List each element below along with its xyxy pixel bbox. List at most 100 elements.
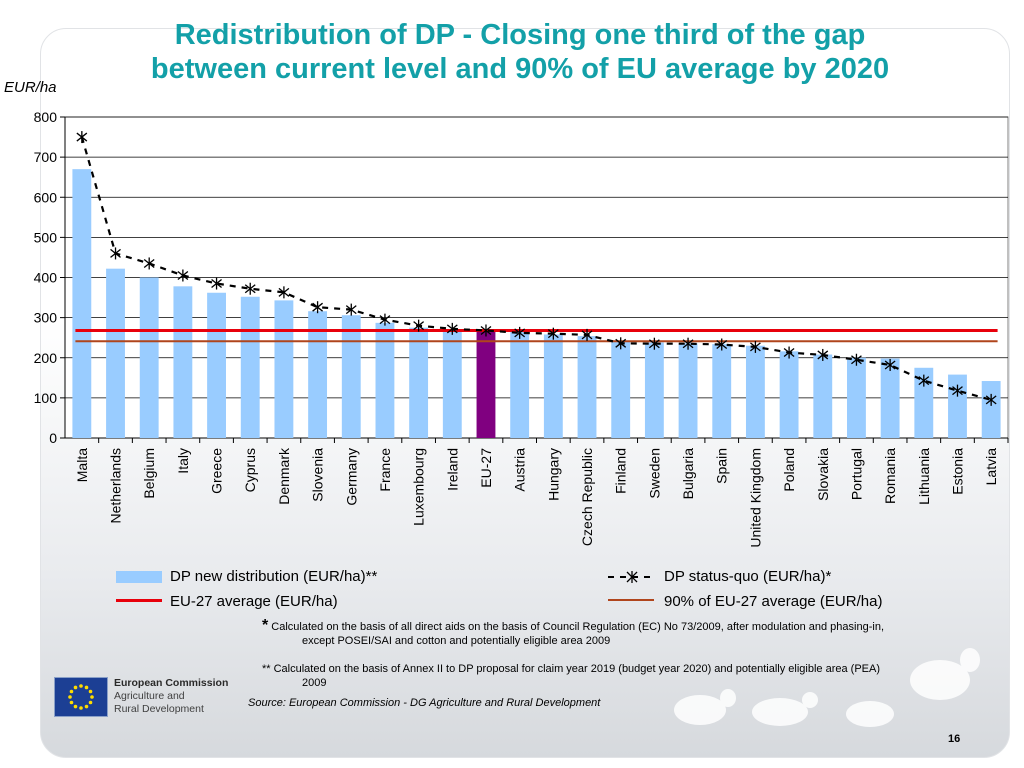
- bar-poland: [779, 351, 799, 438]
- x-tick-label: Sweden: [646, 448, 662, 499]
- bar-eu-27: [476, 330, 496, 438]
- status-quo-marker-netherlands: [110, 247, 121, 260]
- bar-luxembourg: [409, 327, 429, 438]
- y-tick-label: 800: [34, 109, 58, 125]
- status-quo-marker-hungary: [547, 327, 559, 340]
- status-quo-marker-slovenia: [312, 301, 323, 314]
- legend-label-bar: DP new distribution (EUR/ha)**: [170, 568, 378, 585]
- bar-sweden: [644, 342, 664, 438]
- footnote-2: ** Calculated on the basis of Annex II t…: [262, 662, 992, 690]
- x-tick-label: Finland: [613, 448, 629, 494]
- status-quo-marker-luxembourg: [413, 319, 425, 332]
- bar-ireland: [442, 329, 462, 438]
- logo-dept-line-1: Agriculture and: [114, 690, 185, 702]
- y-tick-label: 0: [49, 430, 57, 446]
- bar-estonia: [948, 374, 967, 438]
- status-quo-marker-cyprus: [244, 282, 256, 295]
- x-tick-label: Lithuania: [916, 448, 932, 505]
- bar-lithuania: [914, 367, 934, 438]
- bar-latvia: [981, 381, 1001, 438]
- bar-romania: [880, 358, 900, 438]
- x-tick-label: Austria: [512, 448, 528, 492]
- footnote-1-line-1: Calculated on the basis of all direct ai…: [271, 621, 884, 633]
- title-line-2: between current level and 90% of EU aver…: [150, 53, 890, 85]
- x-tick-label: Romania: [882, 448, 898, 504]
- footnotes: * Calculated on the basis of all direct …: [262, 617, 992, 690]
- status-quo-marker-germany: [345, 303, 357, 316]
- page-title: Redistribution of DP - Closing one third…: [60, 18, 980, 86]
- bar-austria: [510, 331, 530, 438]
- status-quo-marker-austria: [514, 326, 526, 339]
- status-quo-marker-italy: [177, 269, 189, 282]
- x-tick-label: Italy: [175, 448, 191, 474]
- bar-denmark: [274, 300, 294, 438]
- bar-hungary: [543, 334, 563, 438]
- eu-flag-icon: [54, 677, 108, 717]
- logo-dept-line-2: Rural Development: [114, 703, 204, 715]
- bar-belgium: [139, 277, 159, 438]
- footnote-2-line-1: ** Calculated on the basis of Annex II t…: [262, 663, 880, 675]
- x-tick-label: Luxembourg: [411, 448, 427, 526]
- bar-bulgaria: [678, 343, 698, 438]
- bar-cyprus: [240, 296, 260, 438]
- status-quo-marker-latvia: [985, 393, 997, 406]
- x-tick-label: Portugal: [848, 448, 864, 500]
- status-quo-line: [80, 136, 992, 401]
- bar-slovenia: [308, 311, 328, 438]
- status-quo-marker-czech-republic: [581, 328, 593, 341]
- y-tick-label: 400: [34, 270, 58, 286]
- footnote-star: *: [262, 617, 269, 634]
- status-quo-marker-france: [379, 313, 391, 326]
- bar-czech-republic: [577, 336, 597, 438]
- x-tick-label: Poland: [781, 448, 797, 492]
- title-line-1: Redistribution of DP - Closing one third…: [174, 19, 866, 51]
- x-tick-label: Malta: [74, 448, 90, 482]
- legend-swatch-eu-90: [608, 599, 654, 601]
- y-tick-label: 500: [34, 229, 58, 245]
- bar-netherlands: [106, 268, 125, 438]
- x-tick-label: Bulgaria: [680, 448, 696, 500]
- x-tick-label: Cyprus: [242, 448, 258, 492]
- x-tick-label: Germany: [343, 448, 359, 506]
- x-tick-label: Hungary: [545, 448, 561, 501]
- bar-finland: [611, 341, 631, 438]
- bar-chart: 0 100 200 300 400 500 600 700 800 Malta Netherland…: [34, 109, 1009, 548]
- bar-malta: [72, 169, 92, 438]
- bar-slovakia: [813, 354, 833, 438]
- x-tick-label: Estonia: [949, 448, 965, 495]
- legend-swatch-status-quo: [608, 571, 656, 583]
- footnote-1-line-2: except POSEI/SAI and cotton and potentia…: [302, 635, 611, 647]
- legend-label-eu-90: 90% of EU-27 average (EUR/ha): [664, 593, 883, 610]
- status-quo-marker-bulgaria: [682, 337, 694, 350]
- x-tick-label: Latvia: [983, 448, 999, 486]
- status-quo-marker-finland: [615, 337, 627, 350]
- source-note: Source: European Commission - DG Agricul…: [248, 697, 601, 709]
- european-commission-logo: European Commission Agriculture and Rura…: [54, 677, 254, 719]
- legend-swatch-eu-average: [116, 599, 162, 602]
- bar-portugal: [847, 357, 866, 438]
- bar-france: [375, 322, 395, 438]
- legend-label-eu-average: EU-27 average (EUR/ha): [170, 593, 338, 610]
- x-tick-label: Greece: [209, 448, 225, 494]
- x-tick-label: United Kingdom: [747, 448, 763, 548]
- footnote-1: * Calculated on the basis of all direct …: [262, 617, 992, 648]
- legend-swatch-bar: [116, 571, 162, 583]
- y-tick-label: 100: [34, 390, 58, 406]
- status-quo-marker-united-kingdom: [750, 340, 761, 353]
- x-tick-label: Slovenia: [310, 448, 326, 502]
- y-tick-label: 300: [34, 310, 58, 326]
- status-quo-marker-ireland: [446, 322, 458, 335]
- footnote-2-line-2: 2009: [302, 677, 327, 689]
- bar-germany: [341, 315, 361, 438]
- bar-greece: [207, 292, 226, 438]
- status-quo-marker-slovakia: [817, 348, 829, 361]
- legend-label-status-quo: DP status-quo (EUR/ha)*: [664, 568, 832, 585]
- x-tick-label: France: [377, 448, 393, 492]
- x-tick-label: Spain: [714, 448, 730, 484]
- y-tick-label: 700: [34, 149, 58, 165]
- logo-text: European Commission Agriculture and Rura…: [114, 677, 228, 716]
- logo-org-name: European Commission: [114, 677, 229, 689]
- x-tick-label: Slovakia: [815, 448, 831, 501]
- status-quo-marker-belgium: [143, 257, 155, 270]
- status-quo-marker-romania: [884, 358, 896, 371]
